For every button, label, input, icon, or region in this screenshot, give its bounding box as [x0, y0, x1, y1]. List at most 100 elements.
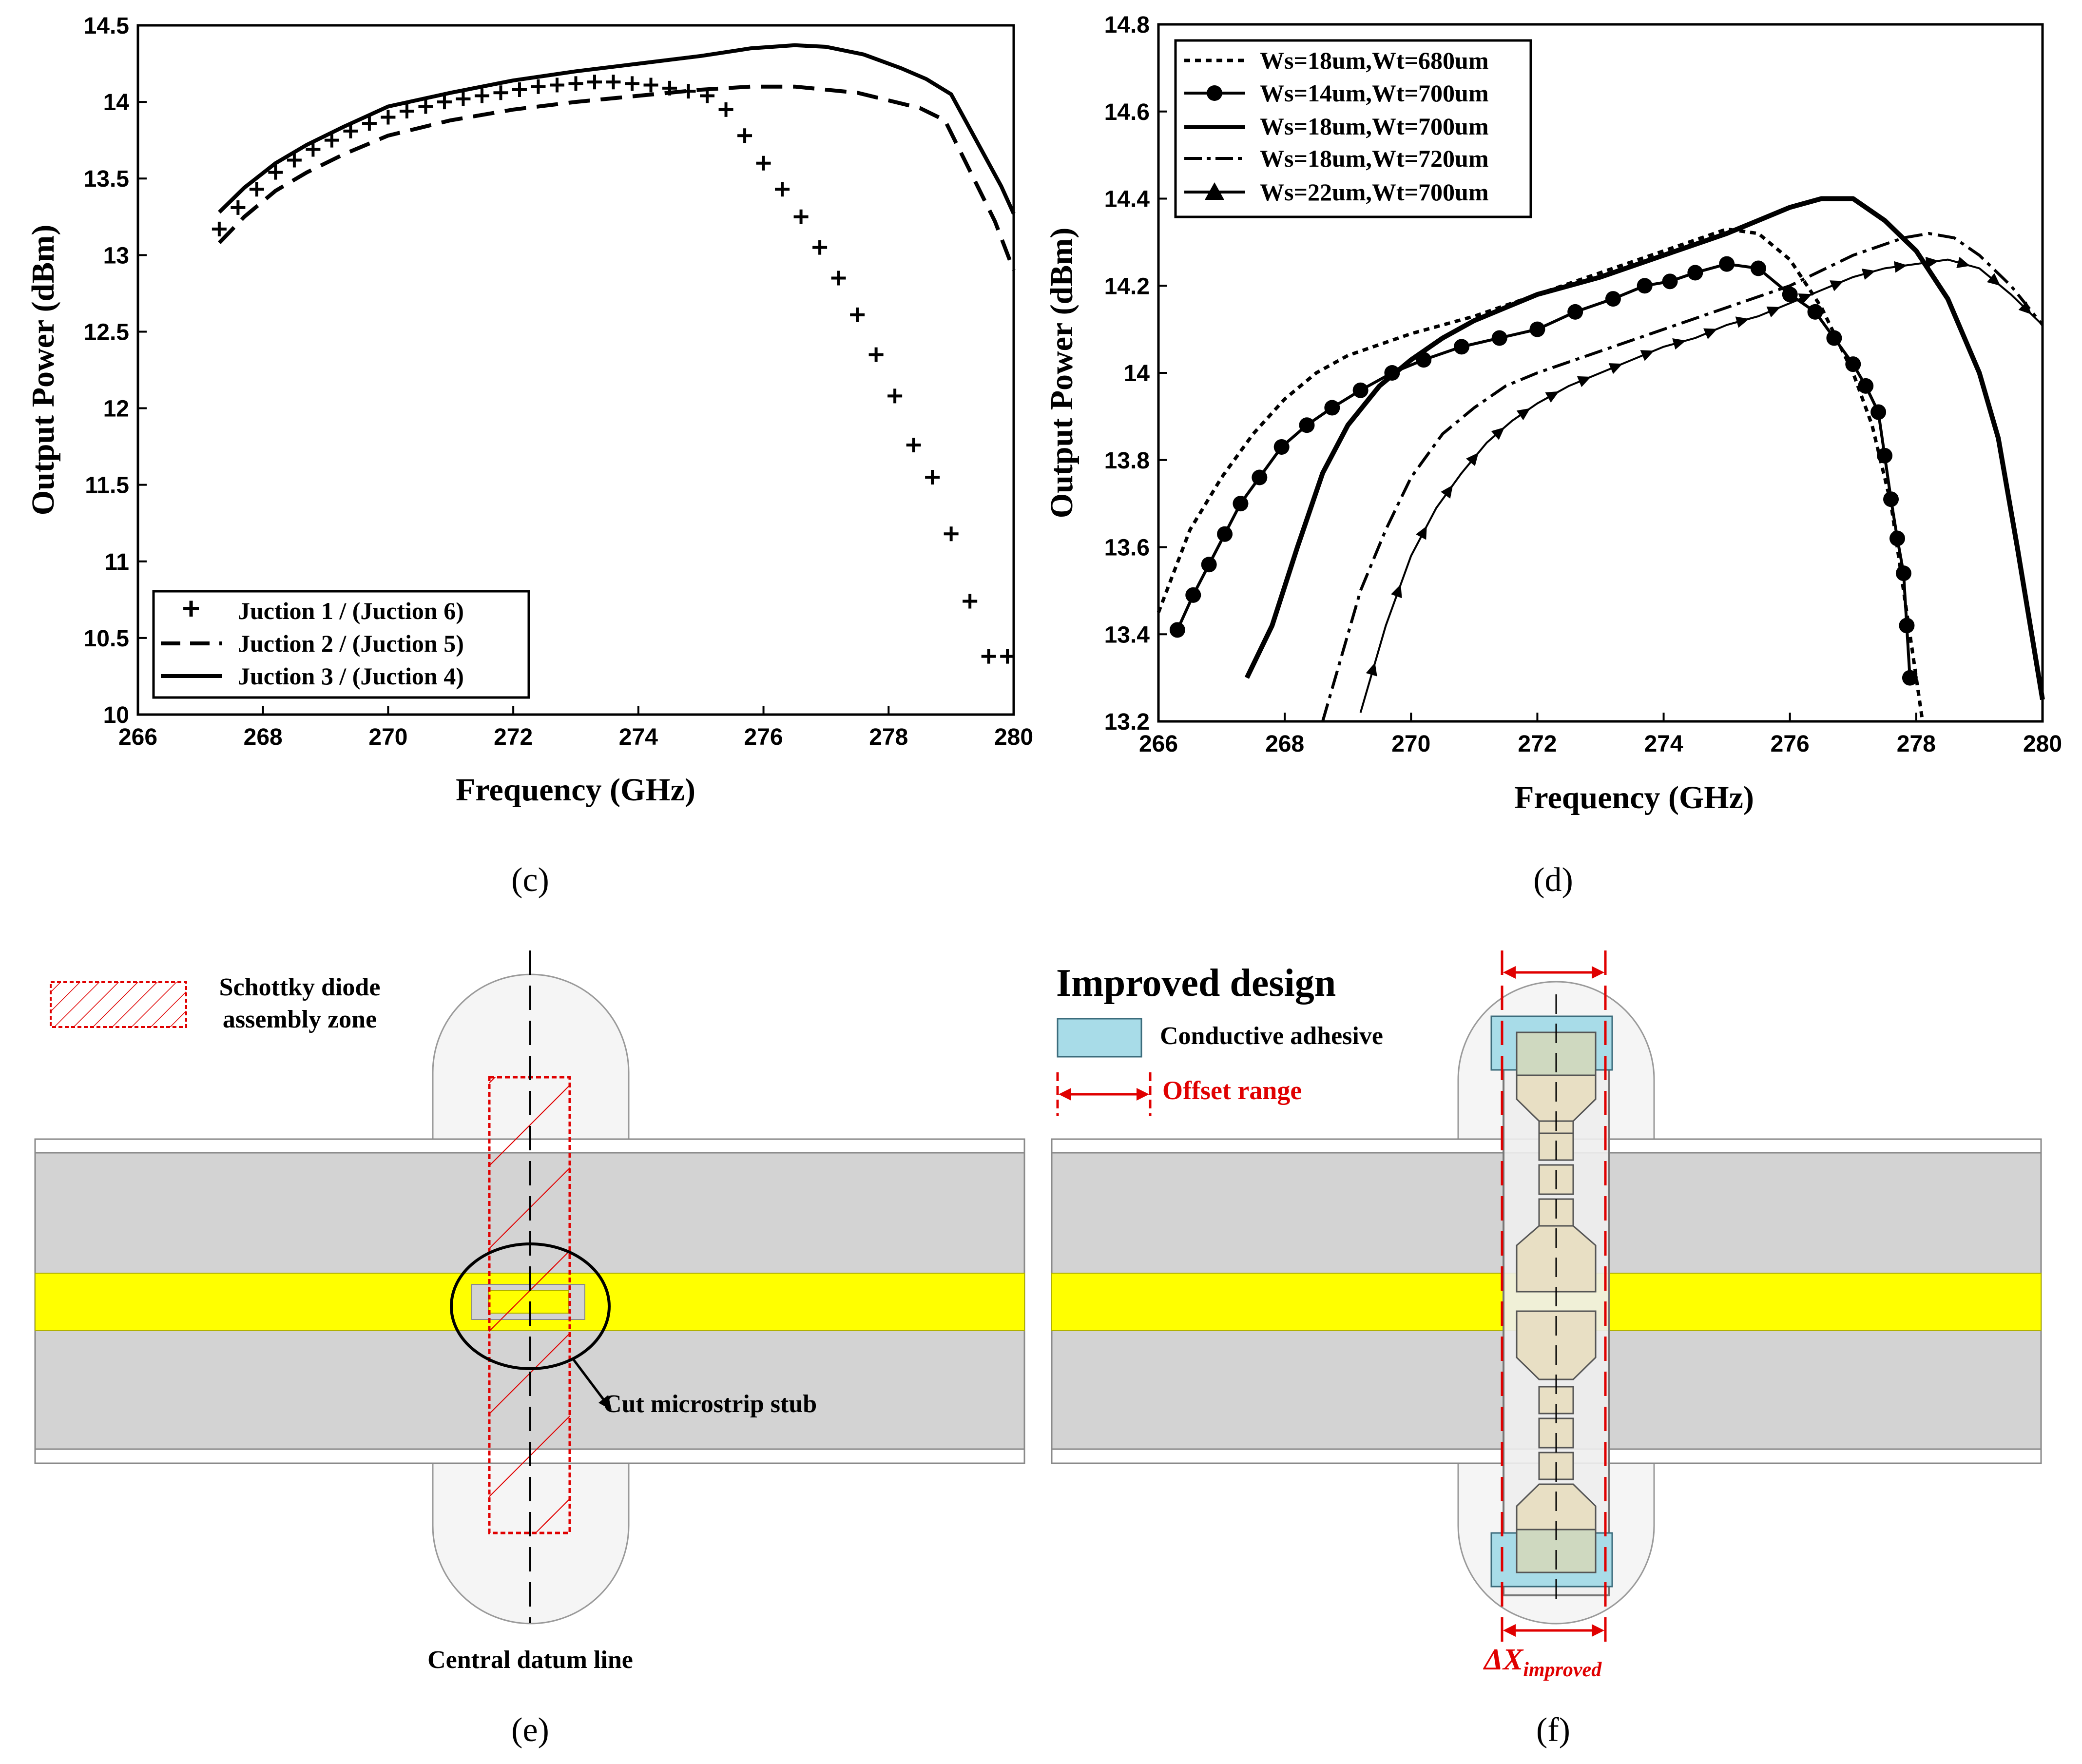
chart-c-x-tick-label: 268: [244, 724, 283, 750]
chart-c-series-1-point: [887, 388, 903, 404]
chart-c-series-1-point: [868, 347, 884, 362]
chart-c-series-1-point: [812, 240, 828, 255]
chart-c-series-1-point: [418, 99, 433, 114]
chart-d-series: [1157, 196, 2045, 722]
chart-d-y-tick-label: 13.4: [1104, 622, 1150, 648]
chart-d-y-tick-label: 13.2: [1104, 709, 1150, 735]
chart-c-series-1-point: [362, 116, 377, 131]
offset-legend-arrow-right: [1137, 1088, 1149, 1101]
chart-d-series-5-marker: [1441, 485, 1453, 499]
chart-c-series-1-point: [474, 88, 489, 103]
stub-bottom: [432, 1462, 630, 1625]
chart-c-series-1-point: [625, 76, 640, 91]
adhesive-legend-swatch: [1057, 1018, 1142, 1058]
schottky-legend-line2: assembly zone: [223, 1006, 377, 1033]
callout-ellipse: [450, 1242, 611, 1370]
chart-d-x-tick-label: 278: [1897, 731, 1936, 757]
chart-c-y-tick-label: 14.5: [84, 13, 129, 39]
chart-d-x-tick-label: 266: [1139, 731, 1178, 757]
chart-d-series-2-marker: [1902, 670, 1918, 686]
chart-d-series-5-marker: [1925, 256, 1939, 269]
legend-marker-plus: +: [182, 591, 200, 626]
chart-c-legend-label-2: Juction 2 / (Juction 5): [238, 630, 464, 657]
chart-c-series-1-point: [249, 182, 264, 197]
chart-d-series-2-line: [1176, 262, 1911, 678]
chart-c-legend-label-1: Juction 1 / (Juction 6): [238, 597, 464, 624]
chart-d-series-2-marker: [1895, 565, 1911, 582]
chart-c-series-1-point: [324, 133, 339, 148]
chart-c-y-tick-label: 10: [103, 702, 129, 728]
chart-d-series-2-marker: [1217, 526, 1233, 542]
chart-d-series-4-line: [1321, 232, 2044, 722]
chart-d-x-tick-label: 270: [1391, 731, 1430, 757]
chart-d-x-tick-label: 276: [1771, 731, 1810, 757]
chart-c-x-tick-label: 278: [869, 724, 908, 750]
chart-c-series-1-point: [775, 182, 790, 197]
chart-c-y-tick-label: 13.5: [84, 166, 129, 192]
chart-d-series-5-marker: [1415, 525, 1427, 540]
offset-legend-arrow-left: [1059, 1088, 1071, 1101]
chart-c-y-tick-label: 12: [103, 396, 129, 422]
chart-d-x-tick-label: 272: [1518, 731, 1557, 757]
chart-d-series-5-marker: [1861, 269, 1876, 280]
chart-d-y-tick-label: 14: [1124, 361, 1150, 387]
bottom-dimension-arrow-right: [1592, 1624, 1604, 1637]
chart-c-series-1-point: [963, 594, 978, 609]
delta-x-improved-label: ΔXimproved: [1483, 1643, 1602, 1681]
panel-label-d: (d): [1533, 861, 1573, 899]
chart-c-series-1-point: [718, 102, 733, 117]
chart-d-series-2-marker: [1185, 587, 1201, 603]
chart-c-series-1-point: [831, 271, 846, 286]
chart-d-series-2-marker: [1567, 304, 1583, 320]
chart-d-series-5-marker: [1491, 427, 1505, 440]
chart-c-y-tick-label: 13: [103, 243, 129, 269]
chart-d: 266 268 270 272 274 276 278 280 13.2 13.4 13.6 13.8…: [1044, 12, 2062, 815]
improved-design-title: Improved design: [1056, 962, 1336, 1005]
chart-c-series-1-point: [944, 526, 959, 542]
chart-d-y-tick-label: 14.2: [1104, 273, 1150, 299]
chart-c-series-1-point: [587, 75, 602, 90]
chart-c-series-1-point: [850, 307, 865, 322]
chart-d-y-axis-title: Output Power (dBm): [1044, 228, 1080, 518]
chart-d-y-tick-label: 13.8: [1104, 448, 1150, 474]
legend-marker-triangle: [1205, 182, 1224, 200]
central-datum-label: Central datum line: [427, 1646, 633, 1674]
conductive-adhesive-label: Conductive adhesive: [1160, 1022, 1383, 1050]
chart-d-series-2-marker: [1529, 321, 1545, 337]
callout-arrow-line: [572, 1357, 608, 1405]
chart-d-ticks: 266 268 270 272 274 276 278 280 13.2 13.4 13.6 13.8…: [1104, 12, 2062, 757]
chart-d-legend: Ws=18um,Wt=680um Ws=14um,Wt=700um Ws=18u…: [1174, 39, 1532, 218]
chart-c-series-1-point: [793, 209, 809, 224]
chart-c-series-2-line: [218, 84, 1016, 271]
chart-d-series-2-marker: [1662, 273, 1678, 290]
chart-c-y-tick-label: 12.5: [84, 319, 129, 345]
chart-c-series-1-point: [737, 128, 752, 143]
chart-d-series-2-marker: [1826, 330, 1842, 346]
chart-d-series-2-marker: [1719, 256, 1735, 272]
chart-c-series-1-point: [287, 153, 302, 168]
chart-c-x-axis-title: Frequency (GHz): [456, 772, 695, 808]
chart-c-series-1-point: [549, 78, 564, 93]
chart-c-x-tick-label: 266: [118, 724, 157, 750]
chart-c: 266 268 270 272 274 276 278 280 10 10.5 11 11.5 12 12…: [25, 13, 1033, 808]
chart-d-legend-label-4: Ws=18um,Wt=720um: [1260, 145, 1489, 172]
chart-d-series-2-marker: [1491, 330, 1507, 346]
chart-c-series-1-point: [456, 91, 471, 106]
delta-x-subscript: improved: [1523, 1659, 1602, 1681]
chart-d-series-5-marker: [1391, 584, 1402, 599]
top-dimension-arrow-right: [1592, 966, 1604, 979]
chart-d-series-2-marker: [1352, 382, 1369, 398]
chart-c-series-1-point: [643, 78, 658, 93]
chart-d-y-tick-label: 14.6: [1104, 99, 1150, 125]
chart-c-legend-label-3: Juction 3 / (Juction 4): [238, 662, 464, 690]
chart-c-series-1-point: [212, 221, 227, 236]
top-dimension-arrow-left: [1503, 966, 1516, 979]
chart-d-x-tick-label: 274: [1644, 731, 1683, 757]
chart-d-x-tick-label: 268: [1265, 731, 1304, 757]
chart-d-series-5-marker: [1466, 452, 1479, 466]
chart-d-series-5-marker: [1830, 280, 1844, 291]
chart-d-series-5-marker: [1577, 376, 1591, 388]
delta-x-main: ΔX: [1483, 1643, 1524, 1676]
chart-c-series-1-point: [606, 75, 621, 90]
